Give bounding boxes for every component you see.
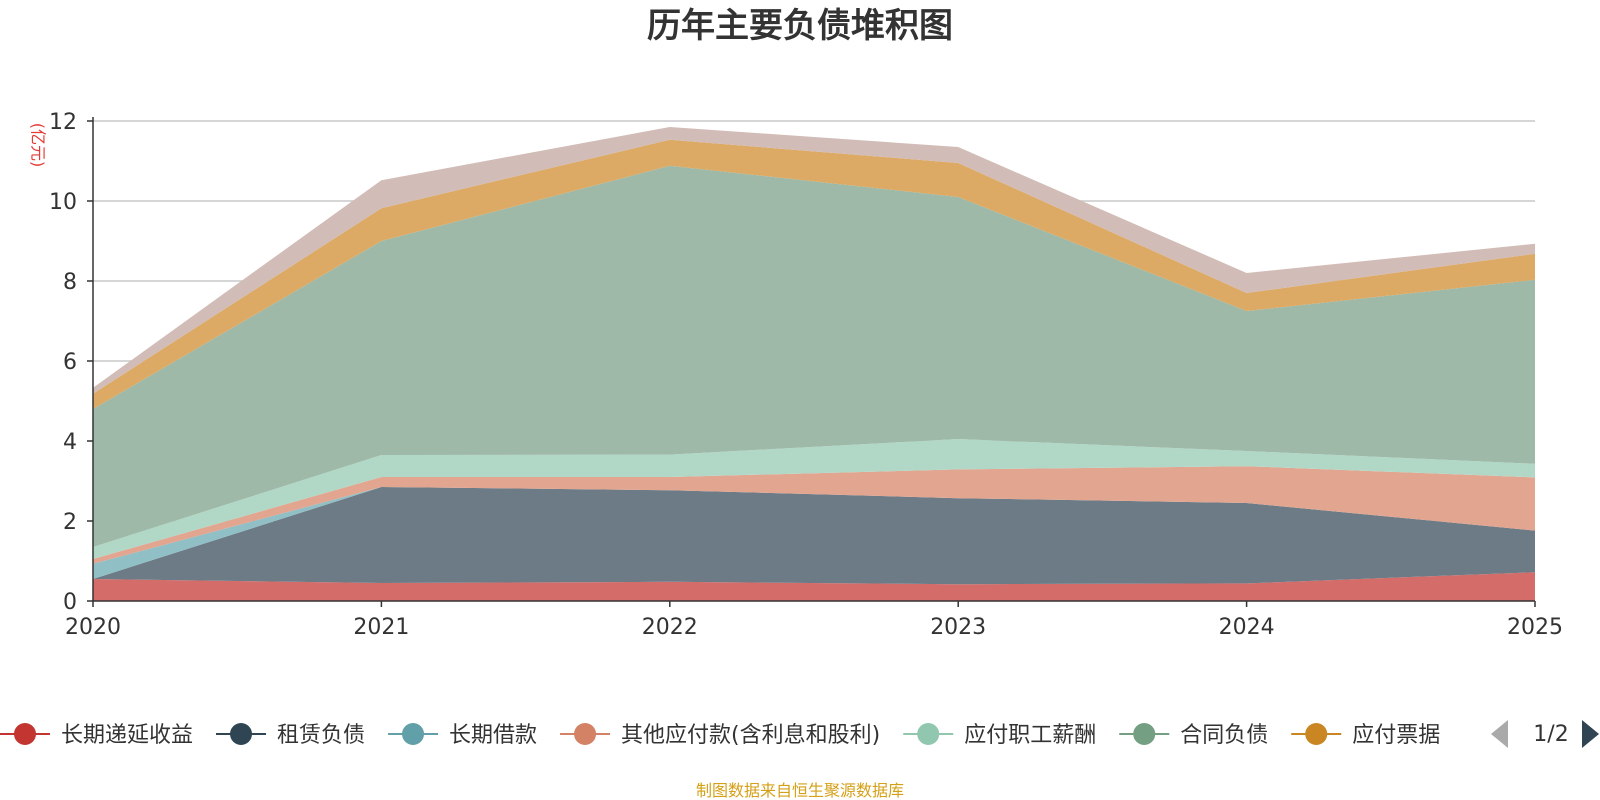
legend-label: 应付职工薪酬 [964, 723, 1096, 748]
legend-page-indicator: 1/2 [1533, 722, 1568, 747]
area-series-2 [93, 487, 1535, 585]
y-tick-label: 0 [63, 590, 77, 615]
legend-marker-icon [917, 723, 940, 745]
legend-pager: 1/2 [1491, 720, 1599, 748]
y-tick-label: 2 [63, 510, 77, 535]
y-tick-label: 10 [49, 190, 77, 215]
legend-item[interactable]: 应付票据 [1291, 723, 1440, 748]
x-tick-label: 2025 [1507, 615, 1563, 640]
x-tick-label: 2021 [353, 615, 409, 640]
legend-item[interactable]: 租赁负债 [216, 723, 365, 748]
legend-marker-icon [1305, 723, 1328, 745]
chart-title: 历年主要负债堆积图 [647, 6, 953, 46]
area-series-7 [93, 139, 1535, 410]
y-tick-labels: 0 2 4 6 8 10 12 [49, 110, 77, 615]
x-tick-label: 2024 [1219, 615, 1275, 640]
legend-marker-icon [574, 723, 597, 745]
legend-item[interactable]: 长期递延收益 [0, 723, 193, 748]
triangle-right-icon[interactable] [1582, 720, 1599, 748]
legend-item[interactable]: 其他应付款(含利息和股利) [560, 723, 880, 748]
x-tick-label: 2020 [65, 615, 121, 640]
y-tick-label: 6 [63, 350, 77, 375]
y-tick-label: 4 [63, 430, 77, 455]
area-series-5 [93, 439, 1535, 559]
legend-label: 租赁负债 [277, 723, 365, 748]
legend-marker-icon [402, 723, 425, 745]
legend-item[interactable]: 应付职工薪酬 [903, 723, 1096, 748]
legend-label: 长期借款 [449, 723, 537, 748]
area-series-1 [93, 572, 1535, 601]
legend: 长期递延收益 租赁负债 长期借款 其他应付款(含利息和股利) 应付职工薪酬 合同负债 应付票… [0, 723, 1440, 748]
x-tick-label: 2022 [642, 615, 698, 640]
data-source-note: 制图数据来自恒生聚源数据库 [696, 781, 904, 800]
legend-item[interactable]: 长期借款 [388, 723, 537, 748]
area-series-4 [93, 466, 1535, 564]
y-tick-label: 12 [49, 110, 77, 135]
x-tick-label: 2023 [930, 615, 986, 640]
area-series-6 [93, 165, 1535, 548]
legend-label: 长期递延收益 [61, 723, 193, 748]
legend-marker-icon [230, 723, 253, 745]
legend-label: 应付票据 [1352, 723, 1440, 748]
legend-marker-icon [1133, 723, 1156, 745]
y-axis-label: (亿元) [29, 123, 48, 168]
y-tick-label: 8 [63, 270, 77, 295]
legend-label: 其他应付款(含利息和股利) [621, 723, 880, 748]
triangle-left-icon[interactable] [1491, 720, 1508, 748]
area-series [93, 127, 1535, 601]
axes [87, 117, 1536, 607]
legend-label: 合同负债 [1180, 723, 1268, 748]
legend-item[interactable]: 合同负债 [1119, 723, 1268, 748]
x-tick-labels: 2020 2021 2022 2023 2024 2025 [65, 615, 1563, 640]
legend-marker-icon [14, 723, 36, 745]
